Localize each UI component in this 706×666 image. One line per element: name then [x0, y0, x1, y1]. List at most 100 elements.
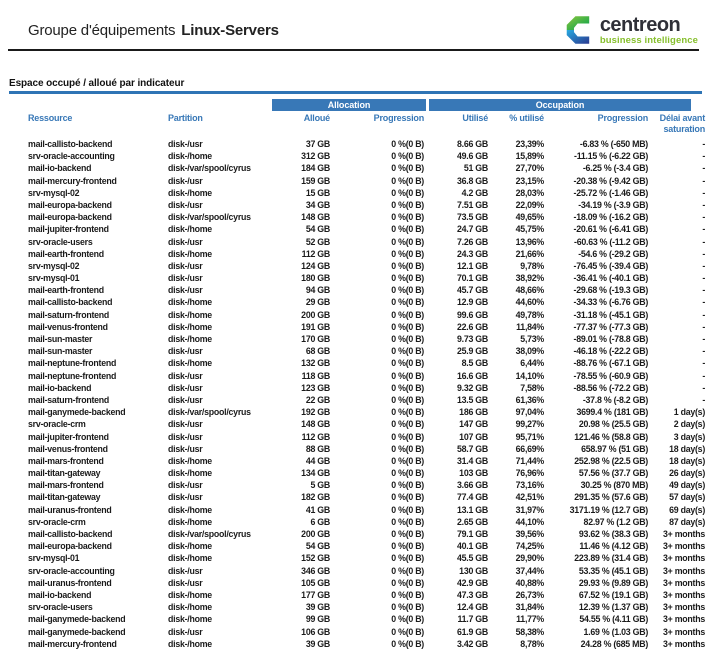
table-row: mail-callisto-backend disk-/home 29 GB 0 %(…: [10, 296, 705, 308]
cell-progression-occupation: 3699.4 % (181 GB): [576, 407, 648, 418]
cell-alloue: 6 GB: [310, 516, 330, 527]
cell-progression-occupation: 223.89 % (31.4 GB): [574, 553, 648, 564]
cell-progression-occupation: 24.28 % (685 MB): [580, 638, 649, 649]
cell-pct-utilise: 38,92%: [515, 273, 545, 284]
cell-ressource: srv-oracle-crm: [28, 419, 86, 430]
cell-progression-occupation: -25.72 % (-1.46 GB): [573, 187, 649, 198]
cell-pct-utilise: 40,88%: [515, 577, 545, 588]
cell-delai-saturation: 26 day(s): [669, 468, 705, 479]
cell-progression-allocation: 0 %(0 B): [391, 614, 424, 625]
cell-alloue: 191 GB: [301, 321, 330, 332]
col-header-utilise: Utilisé: [462, 113, 488, 123]
cell-progression-allocation: 0 %(0 B): [391, 163, 424, 174]
cell-pct-utilise: 39,56%: [515, 529, 545, 539]
cell-ressource: mail-mercury-frontend: [28, 175, 117, 186]
cell-partition: disk-/home: [168, 455, 212, 466]
cell-ressource: mail-ganymede-backend: [28, 626, 126, 637]
cell-partition: disk-/usr: [168, 443, 203, 454]
cell-progression-occupation: 57.56 % (37.7 GB): [578, 468, 648, 479]
cell-partition: disk-/home: [168, 602, 212, 613]
cell-alloue: 44 GB: [305, 455, 330, 466]
cell-progression-allocation: 0 %(0 B): [391, 199, 424, 210]
cell-partition: disk-/home: [168, 614, 212, 625]
table-column-headers: Ressource Partition Alloué Progression U…: [10, 113, 705, 134]
cell-partition: disk-/usr: [168, 382, 203, 393]
cell-progression-allocation: 0 %(0 B): [391, 468, 424, 479]
cell-utilise: 12.1 GB: [456, 260, 488, 271]
cell-progression-occupation: 11.46 % (4.12 GB): [579, 541, 648, 552]
cell-progression-allocation: 0 %(0 B): [391, 419, 424, 430]
cell-progression-occupation: -20.61 % (-6.41 GB): [573, 224, 649, 235]
cell-utilise: 47.3 GB: [456, 589, 488, 600]
table-row: mail-sun-master disk-/home 170 GB 0 %(0 B) 9…: [10, 333, 705, 345]
cell-alloue: 123 GB: [301, 382, 330, 393]
cell-progression-allocation: 0 %(0 B): [391, 224, 424, 235]
table-row: srv-mysql-01 disk-/usr 180 GB 0 %(0 B) 70.1 …: [10, 272, 705, 284]
cell-utilise: 3.42 GB: [456, 638, 488, 649]
table-row: mail-europa-backend disk-/home 54 GB 0 %(0 …: [10, 540, 705, 552]
cell-partition: disk-/usr: [168, 565, 203, 576]
cell-partition: disk-/usr: [168, 199, 203, 210]
cell-pct-utilise: 7,58%: [520, 382, 544, 393]
cell-utilise: 13.5 GB: [456, 394, 488, 405]
cell-delai-saturation: -: [702, 309, 705, 320]
cell-utilise: 2.65 GB: [456, 516, 488, 527]
table-row: srv-oracle-crm disk-/home 6 GB 0 %(0 B) 2.65…: [10, 516, 705, 528]
cell-progression-allocation: 0 %(0 B): [391, 492, 424, 503]
cell-ressource: mail-ganymede-backend: [28, 407, 126, 418]
cell-progression-occupation: 20.98 % (25.5 GB): [578, 419, 648, 430]
cell-delai-saturation: 57 day(s): [669, 492, 705, 503]
cell-delai-saturation: 3+ months: [663, 529, 705, 539]
cell-progression-occupation: -78.55 % (-60.9 GB): [573, 370, 649, 381]
cell-pct-utilise: 99,27%: [515, 419, 545, 430]
cell-alloue: 94 GB: [305, 285, 330, 296]
cell-ressource: mail-uranus-frontend: [28, 577, 112, 588]
cell-utilise: 107 GB: [459, 431, 488, 442]
cell-delai-saturation: 3+ months: [663, 614, 705, 625]
cell-utilise: 13.1 GB: [456, 504, 488, 515]
cell-pct-utilise: 97,04%: [515, 407, 545, 418]
table-row: mail-earth-frontend disk-/home 112 GB 0 %(0…: [10, 248, 705, 260]
col-header-progression-occupation: Progression: [597, 113, 649, 123]
cell-utilise: 8.66 GB: [456, 139, 488, 149]
cell-pct-utilise: 21,66%: [515, 248, 545, 259]
cell-progression-occupation: 53.35 % (45.1 GB): [578, 565, 648, 576]
cell-progression-occupation: -89.01 % (-78.8 GB): [573, 334, 649, 344]
cell-alloue: 170 GB: [301, 334, 330, 344]
cell-partition: disk-/var/spool/cyrus: [168, 407, 251, 418]
table-row: mail-ganymede-backend disk-/var/spool/cyr…: [10, 406, 705, 418]
page-title: Groupe d'équipements Linux-Servers: [28, 22, 279, 39]
cell-ressource: srv-oracle-accounting: [28, 565, 115, 576]
table-row: srv-mysql-01 disk-/home 152 GB 0 %(0 B) 45.5…: [10, 552, 705, 564]
table-row: mail-ganymede-backend disk-/home 99 GB 0 %(…: [10, 613, 705, 625]
cell-alloue: 39 GB: [305, 638, 330, 649]
table-row: mail-jupiter-frontend disk-/usr 112 GB 0 %(…: [10, 431, 705, 443]
cell-ressource: srv-mysql-02: [28, 187, 80, 198]
cell-utilise: 40.1 GB: [456, 541, 488, 552]
cell-pct-utilise: 28,03%: [515, 187, 545, 198]
cell-progression-occupation: 29.93 % (9.89 GB): [578, 577, 648, 588]
cell-progression-allocation: 0 %(0 B): [391, 358, 424, 369]
cell-delai-saturation: -: [702, 187, 705, 198]
cell-progression-occupation: 93.62 % (38.3 GB): [578, 529, 648, 539]
cell-utilise: 61.9 GB: [456, 626, 488, 637]
cell-progression-allocation: 0 %(0 B): [391, 334, 424, 344]
cell-delai-saturation: 3+ months: [663, 577, 705, 588]
cell-utilise: 16.6 GB: [456, 370, 488, 381]
cell-progression-occupation: -46.18 % (-22.2 GB): [573, 346, 649, 357]
cell-pct-utilise: 31,97%: [515, 504, 545, 515]
table-row: mail-io-backend disk-/home 177 GB 0 %(0 B) 4…: [10, 589, 705, 601]
cell-pct-utilise: 73,16%: [515, 480, 545, 491]
cell-utilise: 24.3 GB: [456, 248, 488, 259]
table-row: mail-titan-gateway disk-/usr 182 GB 0 %(0 B…: [10, 491, 705, 503]
cell-partition: disk-/usr: [168, 419, 203, 430]
cell-partition: disk-/home: [168, 589, 212, 600]
table-row: srv-oracle-accounting disk-/home 312 GB 0 %…: [10, 150, 705, 162]
cell-pct-utilise: 11,84%: [516, 321, 544, 332]
cell-progression-allocation: 0 %(0 B): [391, 565, 424, 576]
cell-utilise: 36.8 GB: [456, 175, 488, 186]
cell-pct-utilise: 74,25%: [515, 541, 545, 552]
cell-pct-utilise: 23,15%: [515, 175, 545, 186]
cell-alloue: 159 GB: [301, 175, 330, 186]
cell-alloue: 112 GB: [301, 248, 331, 259]
